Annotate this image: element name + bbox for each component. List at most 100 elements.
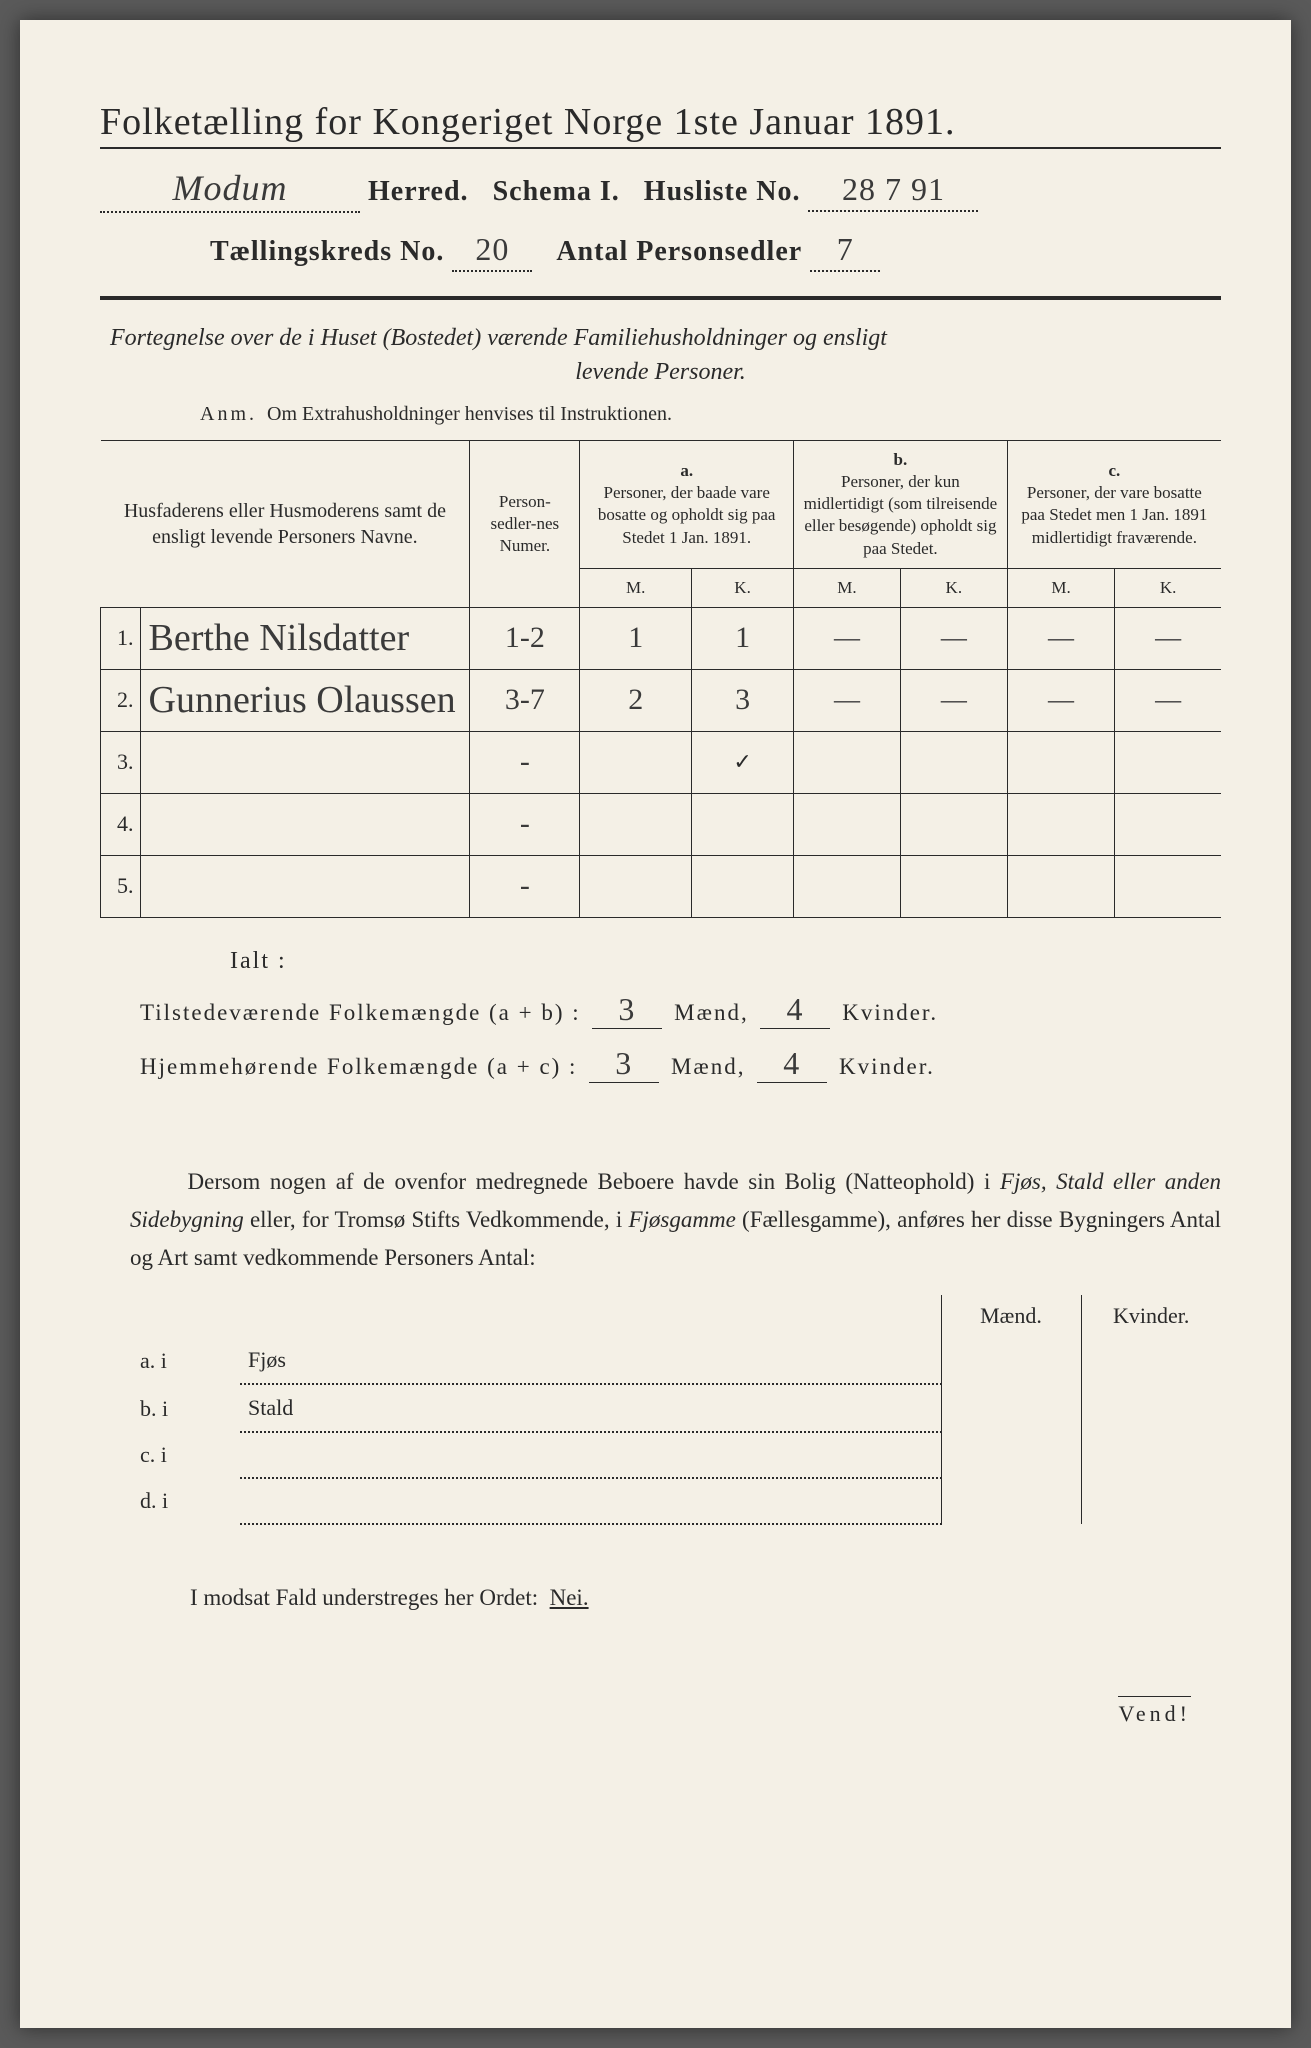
row-am [580,793,692,855]
row-bm [794,793,901,855]
bldg-row-type: Stald [240,1384,941,1432]
row-name [140,731,470,793]
row-number: 2. [101,669,141,731]
sum1-label: Tilstedeværende Folkemængde (a + b) : [140,1000,581,1025]
row-ak: ✓ [692,731,794,793]
th-ak: K. [692,568,794,607]
bldg-row-type: Fjøs [240,1337,941,1384]
row-ck [1115,855,1221,917]
row-cm [1007,793,1115,855]
antal-value: 7 [837,231,854,267]
sum2-m: 3 [615,1045,633,1081]
table-row: 1.Berthe Nilsdatter1-211———— [101,607,1222,669]
row-num: 3-7 [470,669,580,731]
nei-line: I modsat Fald understreges her Ordet: Ne… [100,1585,1221,1611]
desc-line1: Fortegnelse over de i Huset (Bostedet) v… [110,325,887,351]
row-cm [1007,855,1115,917]
sum2-k: 4 [783,1045,801,1081]
bldg-row-m [941,1384,1081,1432]
row-cm [1007,731,1115,793]
row-am: 2 [580,669,692,731]
sum2-maend: Mænd, [671,1054,746,1079]
row-am [580,731,692,793]
husliste-value: 28 7 91 [842,171,945,207]
row-ck: — [1115,669,1221,731]
row-num: - [470,793,580,855]
summary-line-1: Tilstedeværende Folkemængde (a + b) : 3 … [100,991,1221,1029]
row-bk: — [900,669,1007,731]
vend-text: Vend! [1118,1696,1191,1726]
th-ck: K. [1115,568,1221,607]
sum2-kvinder: Kvinder. [839,1054,935,1079]
form-description: Fortegnelse over de i Huset (Bostedet) v… [100,322,1221,389]
ialt-label: Ialt : [100,948,1221,975]
bldg-row-type [240,1478,941,1524]
antal-label: Antal Personsedler [556,236,802,267]
row-number: 3. [101,731,141,793]
header-row-3: Tællingskreds No. 20 Antal Personsedler … [100,231,1221,272]
row-ak [692,793,794,855]
row-name: Berthe Nilsdatter [140,607,470,669]
husliste-label: Husliste No. [644,176,801,207]
th-c-label: c. [1108,461,1120,480]
bldg-row-label: b. i [100,1384,240,1432]
kreds-label: Tællingskreds No. [210,236,444,267]
th-a-text: Personer, der baade vare bosatte og opho… [598,483,776,546]
herred-value: Modum [173,168,288,208]
building-paragraph: Dersom nogen af de ovenfor medregnede Be… [100,1163,1221,1277]
row-ak: 3 [692,669,794,731]
sum1-maend: Mænd, [674,1000,749,1025]
th-b-label: b. [894,450,908,469]
header-row-2: Modum Herred. Schema I. Husliste No. 28 … [100,167,1221,213]
sum1-kvinder: Kvinder. [842,1000,938,1025]
table-row: 2.Gunnerius Olaussen3-723———— [101,669,1222,731]
bldg-row-k [1081,1384,1221,1432]
row-bm: — [794,607,901,669]
row-num: - [470,855,580,917]
bldg-th-k: Kvinder. [1081,1295,1221,1337]
row-number: 5. [101,855,141,917]
bldg-row-k [1081,1478,1221,1524]
bldg-row-label: d. i [100,1478,240,1524]
table-row: 3.-✓ [101,731,1222,793]
row-ck [1115,793,1221,855]
table-row: 5. - [101,855,1222,917]
th-a: a. Personer, der baade vare bosatte og o… [580,441,794,568]
vend-label: Vend! [100,1701,1221,1727]
bldg-row: b. iStald [100,1384,1221,1432]
th-c: c. Personer, der vare bosatte paa Stedet… [1007,441,1221,568]
row-ck [1115,731,1221,793]
row-number: 4. [101,793,141,855]
bldg-row-k [1081,1337,1221,1384]
schema-label: Schema I. [493,176,620,207]
row-name [140,793,470,855]
row-am: 1 [580,607,692,669]
anm-text: Om Extrahusholdninger henvises til Instr… [267,403,672,425]
row-bm [794,855,901,917]
nei-word: Nei. [550,1585,589,1610]
sum1-m: 3 [618,991,636,1027]
desc-line2: levende Personer. [110,356,1211,390]
row-number: 1. [101,607,141,669]
divider-rule [100,296,1221,300]
row-ak: 1 [692,607,794,669]
th-bk: K. [900,568,1007,607]
th-b-text: Personer, der kun midlertidigt (som tilr… [804,472,998,557]
th-name-text: Husfaderens eller Husmoderens samt de en… [107,478,464,570]
household-table: Husfaderens eller Husmoderens samt de en… [100,440,1221,918]
kreds-value: 20 [475,231,509,267]
row-cm: — [1007,607,1115,669]
row-bm [794,731,901,793]
herred-label: Herred. [368,176,469,207]
row-bk [900,793,1007,855]
bldg-row-m [941,1432,1081,1478]
bldg-row-m [941,1478,1081,1524]
nei-text: I modsat Fald understreges her Ordet: [190,1585,538,1610]
th-bm: M. [794,568,901,607]
th-am: M. [580,568,692,607]
row-ak [692,855,794,917]
bldg-row-label: a. i [100,1337,240,1384]
building-table: Mænd. Kvinder. a. iFjøsb. iStaldc. id. i [100,1295,1221,1525]
th-b: b. Personer, der kun midlertidigt (som t… [794,441,1008,568]
bldg-row-label: c. i [100,1432,240,1478]
